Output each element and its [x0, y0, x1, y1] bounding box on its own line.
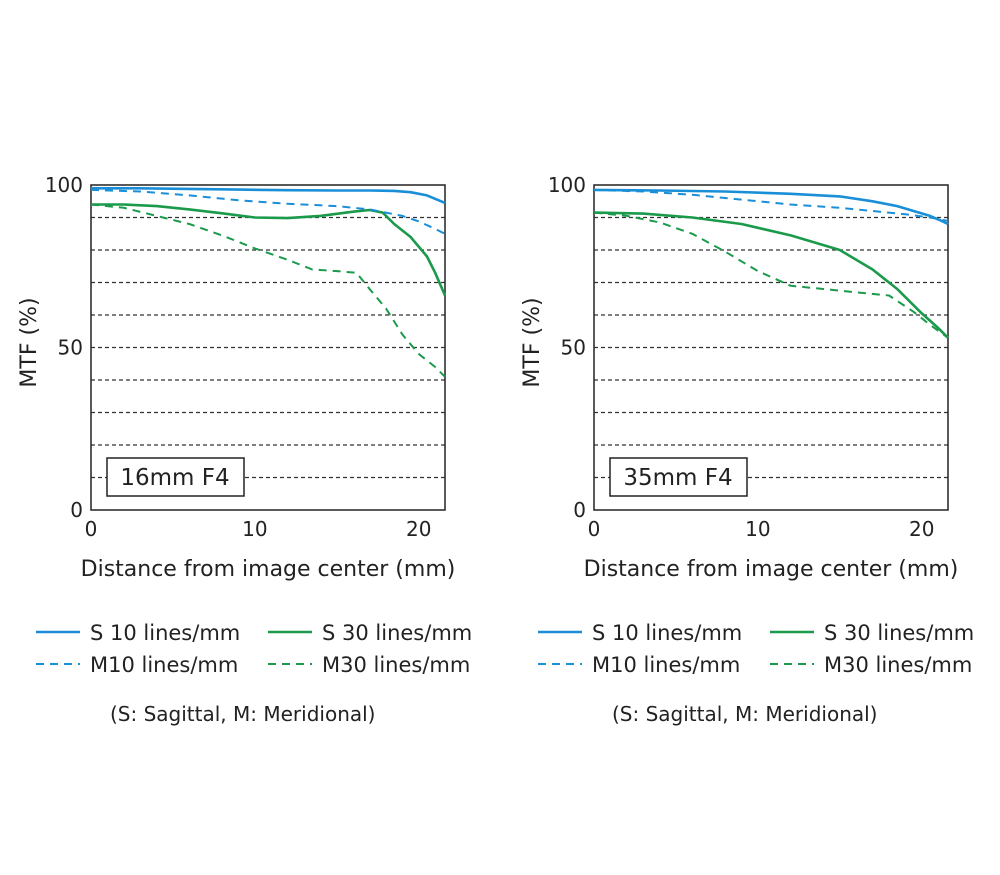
plot-frame: [90, 184, 446, 511]
y-tick-label: 50: [561, 336, 586, 360]
lens-label-text: 35mm F4: [623, 465, 732, 491]
lens-label-text: 16mm F4: [120, 465, 229, 491]
x-axis-label: Distance from image center (mm): [584, 557, 959, 582]
x-tick-label: 20: [406, 517, 431, 541]
legend-label-m10: M10 lines/mm: [90, 653, 238, 677]
series-line-m30-lines-mm: [90, 203, 446, 378]
series-line-m10-lines-mm: [90, 188, 446, 235]
lens-label-box: [106, 457, 245, 497]
legend-note: (S: Sagittal, M: Meridional): [612, 702, 877, 726]
legend-note: (S: Sagittal, M: Meridional): [110, 702, 375, 726]
legend-16mm: S 10 lines/mm S 30 lines/mm M10 lines/mm…: [36, 621, 472, 726]
series-line-s-10-lines-mm: [91, 187, 446, 205]
series-line-m10-lines-mm: [593, 188, 949, 222]
legend-label-m30: M30 lines/mm: [322, 653, 470, 677]
mtf-chart-16mm: 0 50 100 0 10 20 Distance from image center (m…: [17, 173, 455, 582]
x-tick-label: 10: [242, 517, 267, 541]
legend-label-m10: M10 lines/mm: [592, 653, 740, 677]
legend-35mm: S 10 lines/mm S 30 lines/mm M10 lines/mm…: [538, 621, 974, 726]
series-line-s-10-lines-mm: [593, 188, 949, 226]
y-axis-label: MTF (%): [520, 297, 545, 387]
legend-label-s10: S 10 lines/mm: [592, 621, 742, 645]
legend-label-s30: S 30 lines/mm: [322, 621, 472, 645]
x-tick-label: 0: [588, 517, 601, 541]
y-tick-label: 100: [548, 173, 586, 197]
y-tick-label: 50: [58, 336, 83, 360]
series-line-m30-lines-mm: [593, 211, 949, 339]
series-line-s-30-lines-mm: [91, 203, 447, 297]
x-tick-label: 0: [85, 517, 98, 541]
x-axis-label: Distance from image center (mm): [81, 557, 456, 582]
x-tick-label: 20: [909, 517, 934, 541]
y-tick-label: 100: [45, 173, 83, 197]
y-tick-label: 0: [573, 498, 586, 522]
legend-label-s30: S 30 lines/mm: [824, 621, 974, 645]
y-tick-label: 0: [70, 498, 83, 522]
x-tick-label: 10: [745, 517, 770, 541]
legend-label-s10: S 10 lines/mm: [90, 621, 240, 645]
mtf-chart-35mm: 0 50 100 0 10 20 Distance from image center (m…: [520, 173, 958, 582]
series-line-s-30-lines-mm: [593, 211, 949, 339]
legend-label-m30: M30 lines/mm: [824, 653, 972, 677]
lens-label-box: [609, 457, 748, 497]
y-axis-label: MTF (%): [17, 297, 42, 387]
plot-frame: [593, 184, 949, 511]
